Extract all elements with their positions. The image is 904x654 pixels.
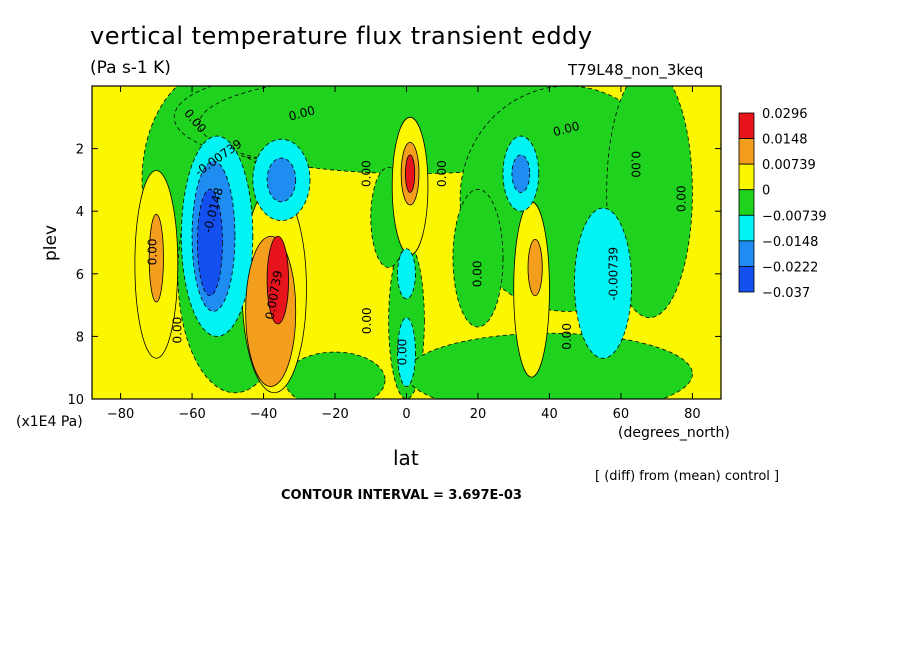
chart-title: vertical temperature flux transient eddy [90, 22, 593, 50]
contour-label: 0.00 [674, 185, 688, 212]
contour-label: 0.00 [560, 323, 574, 350]
band-blue-2 [266, 157, 297, 203]
band-blue-3 [511, 154, 531, 193]
colorbar-label: 0.00739 [762, 158, 816, 173]
colorbar-label: −0.0222 [762, 260, 818, 275]
x-tick-label: −40 [250, 407, 277, 422]
contour-interval: CONTOUR INTERVAL = 3.697E-03 [281, 488, 522, 503]
axes: −80 −60 −40 −20 0 20 40 60 80 2 4 6 8 10 [67, 86, 721, 422]
x-tick-label: 20 [470, 407, 487, 422]
colorbar-label: −0.0148 [762, 235, 818, 250]
chart-subtitle: (Pa s-1 K) [90, 58, 171, 78]
colorbar-swatch [738, 112, 755, 139]
band-red-2 [405, 154, 416, 193]
x-tick-label: −80 [107, 407, 134, 422]
contour-label: 0.00 [360, 307, 374, 334]
contour-label: 0.00 [170, 317, 184, 344]
colorbar-swatch [738, 240, 755, 267]
band-cyan-4 [574, 207, 633, 359]
colorbar-swatch [738, 266, 755, 293]
contour-field [92, 86, 721, 399]
band-cyan-6 [397, 317, 416, 387]
colorbar-label: 0 [762, 184, 770, 199]
y-units-label: (x1E4 Pa) [16, 414, 83, 430]
colorbar-swatch [738, 163, 755, 191]
contour-label: 0.00 [629, 151, 643, 178]
y-axis-label: plev [41, 225, 61, 261]
x-units-label: (degrees_north) [618, 425, 730, 441]
y-tick-label: 2 [76, 143, 84, 158]
contour-label: 0.00 [287, 103, 316, 123]
colorbar-swatch [738, 189, 755, 216]
y-tick-label: 6 [76, 268, 84, 283]
y-tick-label: 10 [67, 393, 84, 408]
x-tick-label: 80 [684, 407, 701, 422]
band-darkblue-1 [197, 188, 223, 297]
contour-label: 0.00 [145, 239, 159, 266]
band-green-10 [452, 188, 504, 328]
colorbar-label: −0.037 [762, 286, 810, 301]
band-red-1 [266, 235, 289, 325]
diff-note: [ (diff) from (mean) control ] [595, 469, 780, 484]
colorbar-label: 0.0296 [762, 107, 808, 122]
x-axis-label: lat [393, 446, 419, 470]
band-cyan-5 [397, 248, 416, 300]
colorbar: 0.0296 0.0148 0.00739 0 −0.00739 −0.0148 −0.02… [738, 107, 827, 301]
x-tick-label: 60 [613, 407, 630, 422]
colorbar-swatch [738, 138, 755, 165]
x-tick-label: −60 [178, 407, 205, 422]
band-green-8 [406, 332, 693, 399]
band-green-9 [284, 351, 386, 399]
band-orange-2 [148, 213, 164, 303]
colorbar-label: −0.00739 [762, 209, 827, 224]
y-tick-label: 8 [76, 330, 84, 345]
contour-label: 0.00 [552, 119, 581, 139]
contour-label: 0.00 [396, 339, 410, 366]
colorbar-label: 0.0148 [762, 133, 808, 148]
contour-label: 0.00 [471, 260, 485, 287]
x-tick-label: 40 [541, 407, 558, 422]
colorbar-swatch [738, 214, 755, 242]
run-label: T79L48_non_3keq [568, 61, 704, 79]
contour-label: 0.00 [360, 160, 374, 187]
contour-label: -0.00739 [606, 247, 620, 301]
band-orange-4 [527, 238, 543, 297]
contour-label: 0.00 [435, 160, 449, 187]
x-tick-label: −20 [321, 407, 348, 422]
y-tick-label: 4 [76, 205, 84, 220]
x-tick-label: 0 [402, 407, 410, 422]
